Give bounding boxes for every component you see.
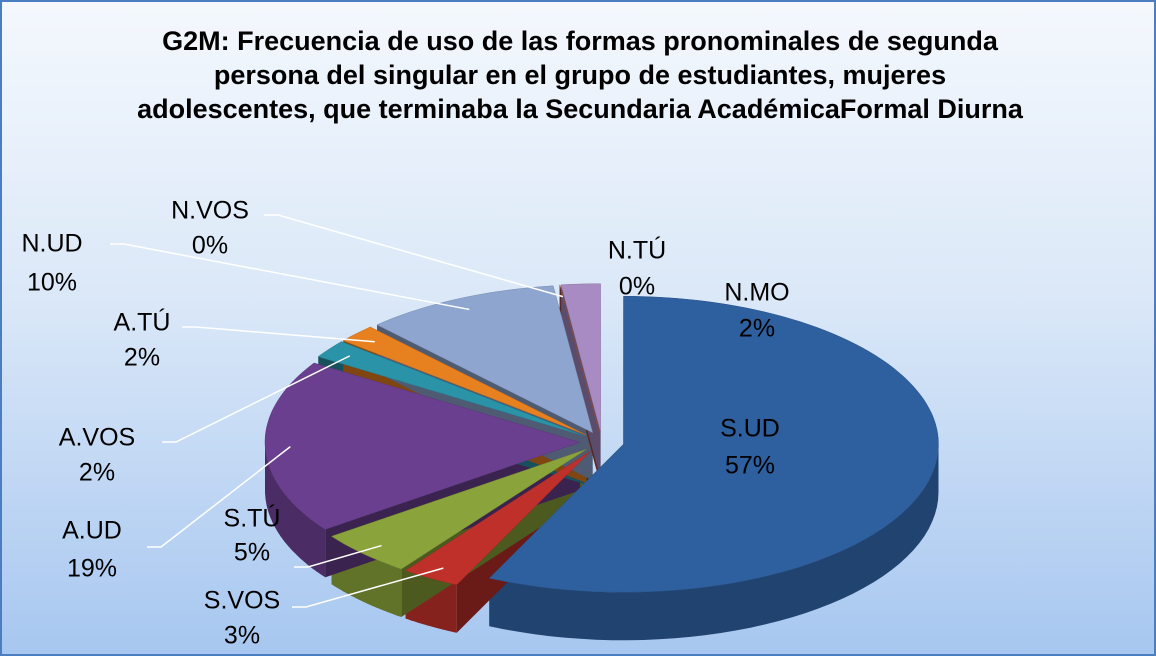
slice-value-label: 2% [79, 459, 115, 487]
slice [405, 450, 591, 586]
chart-title: G2M: Frecuencia de uso de las formas pro… [137, 26, 1023, 124]
slice [560, 283, 601, 432]
slice-label: N.VOS [171, 197, 249, 225]
leader-line [110, 243, 470, 311]
slice-label: N.MO [724, 279, 789, 307]
leader-line [147, 446, 291, 548]
slice [317, 341, 585, 437]
slice [488, 296, 939, 593]
slice-value-label: 0% [619, 273, 655, 301]
slice-value-label: 57% [725, 452, 775, 480]
tops [264, 283, 939, 593]
slice-value-label: 2% [124, 344, 160, 372]
leader-line [182, 326, 375, 343]
slice-label: S.VOS [204, 587, 280, 615]
slice [376, 285, 594, 434]
leader-line [264, 214, 564, 298]
slice-side [265, 442, 326, 578]
slice-side [489, 444, 939, 641]
slice-value-label: 0% [192, 232, 228, 260]
slice-value-label: 19% [67, 555, 117, 583]
slice-label: A.UD [62, 517, 122, 545]
slice-label: S.UD [720, 415, 780, 443]
slice-label: N.TÚ [608, 236, 666, 265]
slice-label: S.TÚ [224, 504, 281, 533]
slice [559, 284, 600, 432]
slice-label: A.VOS [59, 424, 135, 452]
slice [331, 449, 587, 570]
slice-label: N.UD [21, 230, 82, 258]
slice-value-label: 3% [224, 622, 260, 650]
slice-value-label: 5% [234, 539, 270, 567]
leader-line [294, 544, 382, 568]
slice [342, 326, 587, 436]
slice-label: A.TÚ [114, 308, 171, 337]
leader-line [162, 355, 351, 443]
slice-value-label: 10% [27, 269, 77, 297]
leader-line [292, 567, 444, 608]
slice-value-label: 2% [739, 315, 775, 343]
